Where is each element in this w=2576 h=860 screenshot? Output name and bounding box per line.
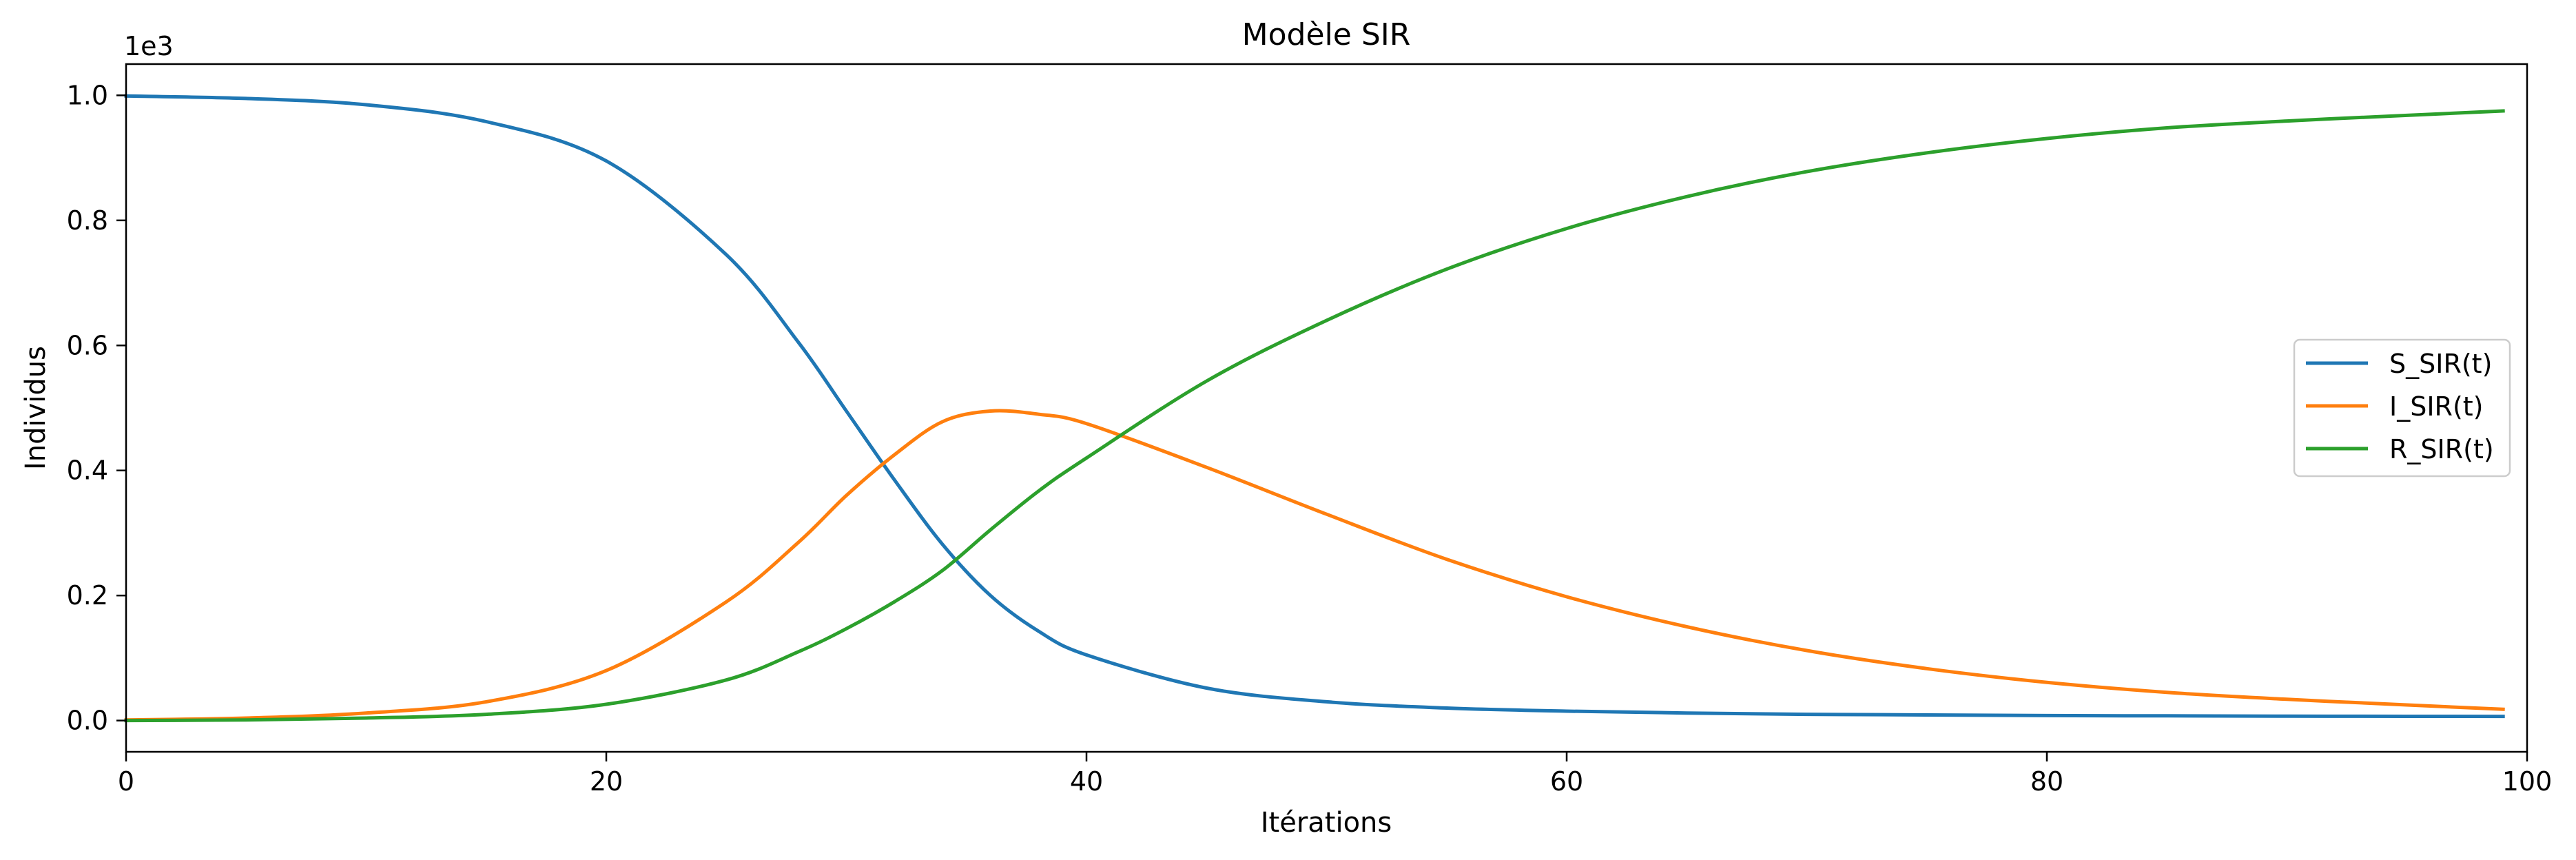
y-tick-label: 0.2 (67, 580, 108, 611)
y-tick-label: 0.0 (67, 706, 108, 736)
series-line-2 (124, 409, 2505, 722)
legend-label: I_SIR(t) (2389, 391, 2484, 422)
x-tick-label: 80 (2030, 766, 2063, 797)
y-axis-offset-label: 1e3 (124, 31, 174, 61)
x-tick-label: 20 (590, 766, 623, 797)
x-tick-label: 60 (1550, 766, 1583, 797)
axis-ticks: 0 20 40 60 80 100 0.0 0.2 0.4 0.6 0.8 1.0 (67, 80, 2553, 797)
legend-box (2293, 338, 2511, 478)
x-axis-label: Itérations (1261, 807, 1392, 839)
y-axis-label: Individus (20, 346, 52, 470)
series-line-3 (124, 109, 2505, 723)
y-tick-label: 0.6 (67, 330, 108, 360)
y-tick-label: 0.8 (67, 205, 108, 236)
legend-label: S_SIR(t) (2389, 349, 2492, 379)
series-lines (124, 94, 2505, 723)
x-tick-label: 100 (2502, 766, 2553, 797)
y-tick-label: 0.4 (67, 455, 108, 486)
x-tick-label: 0 (118, 766, 134, 797)
plot-frame (125, 63, 2528, 753)
series-line-1 (124, 94, 2505, 719)
legend: S_SIR(t) I_SIR(t) R_SIR(t) (2293, 338, 2511, 478)
x-tick-label: 40 (1070, 766, 1103, 797)
chart-title: Modèle SIR (1242, 17, 1411, 52)
y-tick-label: 1.0 (67, 80, 108, 110)
legend-label: R_SIR(t) (2389, 434, 2494, 464)
